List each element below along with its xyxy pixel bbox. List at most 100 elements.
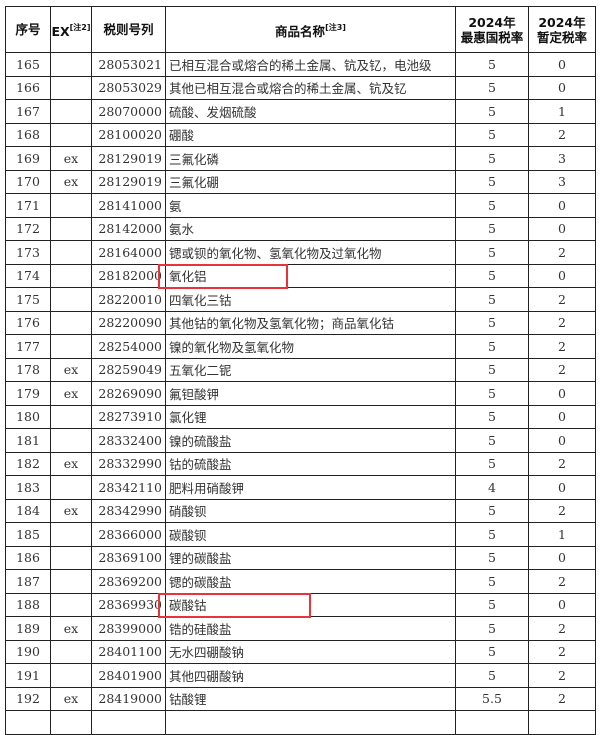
table-row: 173 28164000 锶或钡的氧化物、氢氧化物及过氧化物 5 2 <box>5 240 596 265</box>
cell-temp: 0 <box>528 592 596 617</box>
cell-code: 28332400 <box>91 428 166 453</box>
cell-temp: 2 <box>528 357 596 382</box>
header-code: 税则号列 <box>91 6 166 53</box>
cell-ex <box>50 99 92 124</box>
cell-mfn: 5 <box>455 569 529 594</box>
cell-temp: 2 <box>528 287 596 312</box>
table-row: 188 28369930 碳酸钴 5 0 <box>5 592 596 617</box>
cell-temp: 2 <box>528 686 596 711</box>
cell-seq: 167 <box>5 99 51 124</box>
cell-empty <box>528 710 596 735</box>
cell-ex <box>50 334 92 359</box>
cell-seq: 179 <box>5 381 51 406</box>
header-ex-note: [注2] <box>69 23 91 32</box>
cell-temp: 2 <box>528 122 596 147</box>
cell-seq: 168 <box>5 122 51 147</box>
cell-empty <box>91 710 166 735</box>
cell-ex <box>50 52 92 77</box>
header-name: 商品名称[注3] <box>165 6 456 53</box>
cell-mfn: 5 <box>455 99 529 124</box>
cell-name: 钴酸锂 <box>165 686 456 711</box>
table-row: 171 28141000 氨 5 0 <box>5 193 596 218</box>
cell-code: 28369200 <box>91 569 166 594</box>
cell-mfn: 5 <box>455 193 529 218</box>
cell-mfn: 5 <box>455 146 529 171</box>
cell-code: 28401100 <box>91 639 166 664</box>
cell-ex: ex <box>50 686 92 711</box>
table-row: 190 28401100 无水四硼酸钠 5 2 <box>5 639 596 664</box>
table-row: 168 28100020 硼酸 5 2 <box>5 122 596 147</box>
table-row: 179 ex 28269090 氟钽酸钾 5 0 <box>5 381 596 406</box>
cell-temp: 2 <box>528 616 596 641</box>
cell-name: 三氟化硼 <box>165 169 456 194</box>
header-temp-year: 2024年 <box>538 14 586 30</box>
cell-code: 28269090 <box>91 381 166 406</box>
cell-mfn: 5 <box>455 404 529 429</box>
cell-temp: 2 <box>528 498 596 523</box>
cell-seq: 185 <box>5 522 51 547</box>
cell-seq: 165 <box>5 52 51 77</box>
cell-temp: 2 <box>528 240 596 265</box>
table-row: 167 28070000 硫酸、发烟硫酸 5 1 <box>5 99 596 124</box>
cell-ex: ex <box>50 381 92 406</box>
cell-temp: 0 <box>528 475 596 500</box>
cell-code: 28053021 <box>91 52 166 77</box>
header-row: 序号 EX[注2] 税则号列 商品名称[注3] 2024年 最惠国税率 2024年… <box>5 6 596 53</box>
cell-empty <box>50 710 92 735</box>
cell-mfn: 5 <box>455 287 529 312</box>
table-row: 176 28220090 其他钴的氧化物及氢氧化物；商品氧化钴 5 2 <box>5 310 596 335</box>
cell-seq: 173 <box>5 240 51 265</box>
cell-seq: 174 <box>5 263 51 288</box>
cell-ex <box>50 287 92 312</box>
cell-seq: 175 <box>5 287 51 312</box>
cell-ex <box>50 216 92 241</box>
cell-name: 硼酸 <box>165 122 456 147</box>
table-row: 174 28182000 氧化铝 5 0 <box>5 263 596 288</box>
cell-code: 28129019 <box>91 169 166 194</box>
cell-code: 28342110 <box>91 475 166 500</box>
cell-seq: 192 <box>5 686 51 711</box>
cell-temp: 2 <box>528 451 596 476</box>
cell-mfn: 5 <box>455 428 529 453</box>
cell-name: 镍的硫酸盐 <box>165 428 456 453</box>
cell-mfn: 4 <box>455 475 529 500</box>
cell-seq: 189 <box>5 616 51 641</box>
cell-temp: 0 <box>528 404 596 429</box>
header-temp-label: 暂定税率 <box>536 29 587 45</box>
cell-mfn: 5 <box>455 522 529 547</box>
cell-seq: 187 <box>5 569 51 594</box>
cell-mfn: 5.5 <box>455 686 529 711</box>
header-mfn-year: 2024年 <box>468 14 516 30</box>
cell-temp: 1 <box>528 99 596 124</box>
cell-temp: 3 <box>528 146 596 171</box>
cell-name: 钴的硫酸盐 <box>165 451 456 476</box>
cell-seq: 182 <box>5 451 51 476</box>
cell-seq: 190 <box>5 639 51 664</box>
table-row: 186 28369100 锂的碳酸盐 5 0 <box>5 545 596 570</box>
table-row: 185 28366000 碳酸钡 5 1 <box>5 522 596 547</box>
cell-seq: 191 <box>5 663 51 688</box>
cell-code: 28259049 <box>91 357 166 382</box>
cell-ex <box>50 428 92 453</box>
cell-code: 28401900 <box>91 663 166 688</box>
table-row: 180 28273910 氯化锂 5 0 <box>5 404 596 429</box>
cell-temp: 0 <box>528 193 596 218</box>
cell-temp: 0 <box>528 263 596 288</box>
cell-name: 氨水 <box>165 216 456 241</box>
header-ex: EX[注2] <box>50 6 92 53</box>
cell-ex: ex <box>50 498 92 523</box>
cell-temp: 3 <box>528 169 596 194</box>
cell-name: 氟钽酸钾 <box>165 381 456 406</box>
cell-name: 其他钴的氧化物及氢氧化物；商品氧化钴 <box>165 310 456 335</box>
cell-ex: ex <box>50 146 92 171</box>
table-row: 184 ex 28342990 硝酸钡 5 2 <box>5 498 596 523</box>
cell-name: 无水四硼酸钠 <box>165 639 456 664</box>
cell-seq: 178 <box>5 357 51 382</box>
cell-code: 28273910 <box>91 404 166 429</box>
header-name-label: 商品名称 <box>275 24 326 39</box>
table-row: 165 28053021 已相互混合或熔合的稀土金属、钪及钇，电池级 5 0 <box>5 52 596 77</box>
cell-seq: 176 <box>5 310 51 335</box>
cell-code: 28366000 <box>91 522 166 547</box>
table-row: 170 ex 28129019 三氟化硼 5 3 <box>5 169 596 194</box>
cell-code: 28369100 <box>91 545 166 570</box>
